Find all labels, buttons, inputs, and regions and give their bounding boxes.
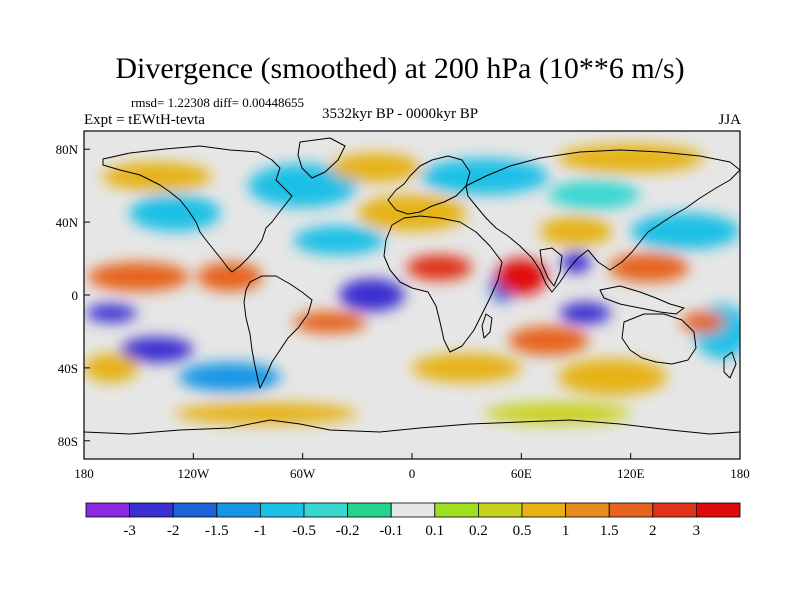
field-anomaly-23 — [412, 353, 522, 383]
coastline-maritime-continent — [599, 285, 685, 315]
colorbar-swatch-12 — [608, 502, 654, 518]
axis-ticks: 180 120W 60W 0 60E 120E 180 80N 40N 0 40S 80S — [56, 142, 750, 481]
period-label: 3532kyr BP - 0000kyr BP — [322, 106, 479, 122]
colorbar-swatch-1 — [129, 502, 174, 518]
colorbar-label-11: 1.5 — [600, 523, 619, 539]
colorbar-swatch-0 — [85, 502, 130, 518]
field-anomaly-17 — [196, 262, 263, 292]
x-tick-label-5: 120E — [617, 466, 645, 481]
colorbar-swatch-10 — [521, 502, 566, 518]
coastlines — [84, 137, 740, 435]
field-anomaly-15 — [406, 254, 473, 281]
chart-title: Divergence (smoothed) at 200 hPa (10**6 … — [115, 52, 685, 85]
colorbar-label-1: -2 — [167, 523, 180, 539]
y-tick-label-0: 80N — [56, 142, 79, 157]
field-anomaly-14 — [495, 258, 547, 295]
colorbar-label-6: -0.1 — [379, 523, 403, 539]
x-tick-label-1: 120W — [177, 466, 210, 481]
field-anomaly-25 — [102, 161, 212, 192]
colorbar-swatch-8 — [434, 502, 479, 518]
colorbar-swatch-5 — [303, 502, 348, 518]
coastline-india — [539, 247, 563, 287]
colorbar-label-10: 1 — [562, 523, 570, 539]
coastline-greenland — [297, 137, 346, 179]
coastline-asia — [465, 149, 740, 293]
field-anomaly-19 — [608, 253, 689, 283]
coastline-antarctica — [84, 419, 740, 435]
coastline-north-america — [102, 145, 293, 273]
x-tick-label-0: 180 — [74, 466, 94, 481]
colorbar-swatch-3 — [216, 502, 261, 518]
field-anomaly-31 — [484, 402, 631, 425]
colorbar-label-7: 0.1 — [425, 523, 444, 539]
divergence-field — [84, 143, 740, 425]
colorbar-swatch-7 — [390, 502, 436, 518]
colorbar-label-13: 3 — [693, 523, 701, 539]
colorbar-swatch-11 — [565, 502, 610, 518]
y-tick-label-1: 40N — [56, 215, 79, 230]
coastline-europe — [387, 155, 471, 215]
field-anomaly-29 — [557, 143, 704, 173]
field-anomaly-18 — [293, 311, 367, 334]
colorbar-label-8: 0.2 — [469, 523, 488, 539]
y-tick-label-3: 40S — [58, 361, 78, 376]
field-anomaly-30 — [175, 402, 358, 425]
colorbar-swatch-6 — [347, 502, 392, 518]
field-anomaly-28 — [330, 152, 422, 183]
coastline-madagascar — [481, 313, 493, 339]
coastline-south-america — [243, 275, 313, 389]
rmsd-diff-stats: rmsd= 1.22308 diff= 0.00448655 — [131, 95, 304, 110]
field-anomaly-22 — [84, 353, 139, 383]
colorbar-swatch-4 — [259, 502, 305, 518]
colorbar-label-2: -1.5 — [205, 523, 229, 539]
colorbar-label-4: -0.5 — [292, 523, 316, 539]
colorbar-label-9: 0.5 — [513, 523, 532, 539]
field-anomaly-0 — [339, 278, 405, 312]
colorbar-label-12: 2 — [649, 523, 657, 539]
field-layer — [84, 131, 740, 459]
field-anomaly-24 — [557, 358, 668, 396]
colorbar-swatch-14 — [696, 502, 741, 518]
colorbar-label-3: -1 — [254, 523, 267, 539]
x-tick-label-3: 0 — [409, 466, 416, 481]
field-anomaly-7 — [247, 163, 358, 208]
x-tick-label-2: 60W — [290, 466, 316, 481]
x-tick-label-6: 180 — [730, 466, 750, 481]
field-anomaly-11 — [293, 225, 385, 255]
field-anomaly-4 — [561, 251, 591, 274]
field-anomaly-21 — [681, 311, 726, 334]
field-anomaly-27 — [539, 216, 613, 246]
y-tick-label-4: 80S — [58, 434, 78, 449]
y-tick-label-2: 0 — [72, 288, 79, 303]
colorbar-swatch-2 — [172, 502, 218, 518]
field-anomaly-3 — [559, 302, 611, 325]
field-anomaly-12 — [548, 180, 640, 210]
field-anomaly-1 — [120, 336, 194, 363]
season-label: JJA — [718, 112, 741, 128]
coastline-australia — [621, 313, 697, 365]
colorbar-label-5: -0.2 — [336, 523, 360, 539]
field-anomaly-16 — [87, 262, 190, 292]
coastline-africa — [383, 215, 503, 353]
x-tick-label-4: 60E — [511, 466, 532, 481]
colorbar-label-0: -3 — [123, 523, 136, 539]
coastline-new-zealand — [723, 351, 737, 379]
colorbar-swatch-9 — [477, 502, 523, 518]
field-anomaly-20 — [508, 325, 589, 356]
colorbar-swatch-13 — [652, 502, 697, 518]
experiment-label: Expt = tEWtH-tevta — [84, 112, 205, 128]
field-anomaly-10 — [129, 194, 221, 232]
field-anomaly-9 — [630, 213, 740, 250]
colorbar: -3 -2 -1.5 -1 -0.5 -0.2 -0.1 0.1 0.2 0.5 1 1.5 2 3 — [85, 502, 741, 539]
field-anomaly-2 — [85, 304, 137, 323]
